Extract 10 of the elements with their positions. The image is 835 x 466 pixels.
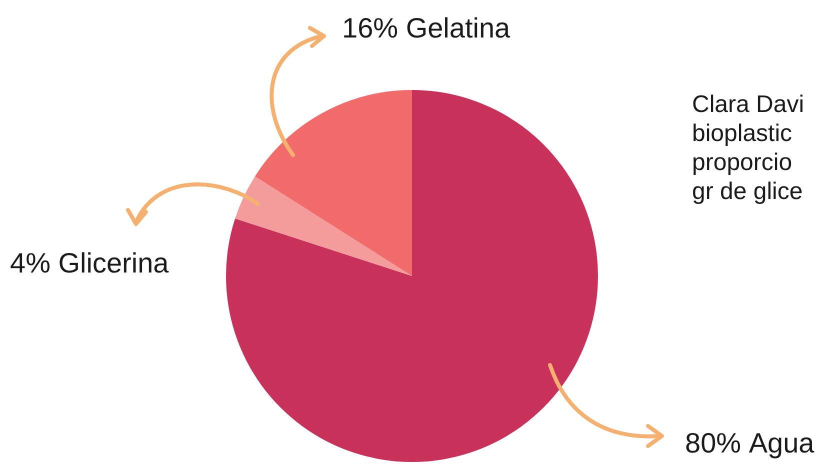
slice-label: Gelatina [406, 12, 511, 44]
text: gr de glice [692, 177, 804, 206]
slice-label: Agua [748, 428, 815, 459]
data-label: 16% [342, 12, 398, 44]
data-label: 4% [10, 248, 50, 279]
text: proporcio [692, 148, 794, 177]
text: Clara Davi [692, 90, 804, 119]
data-label: 80% [685, 428, 742, 459]
text: bioplastic [692, 119, 794, 148]
slice-label: Glicerina [58, 248, 170, 279]
